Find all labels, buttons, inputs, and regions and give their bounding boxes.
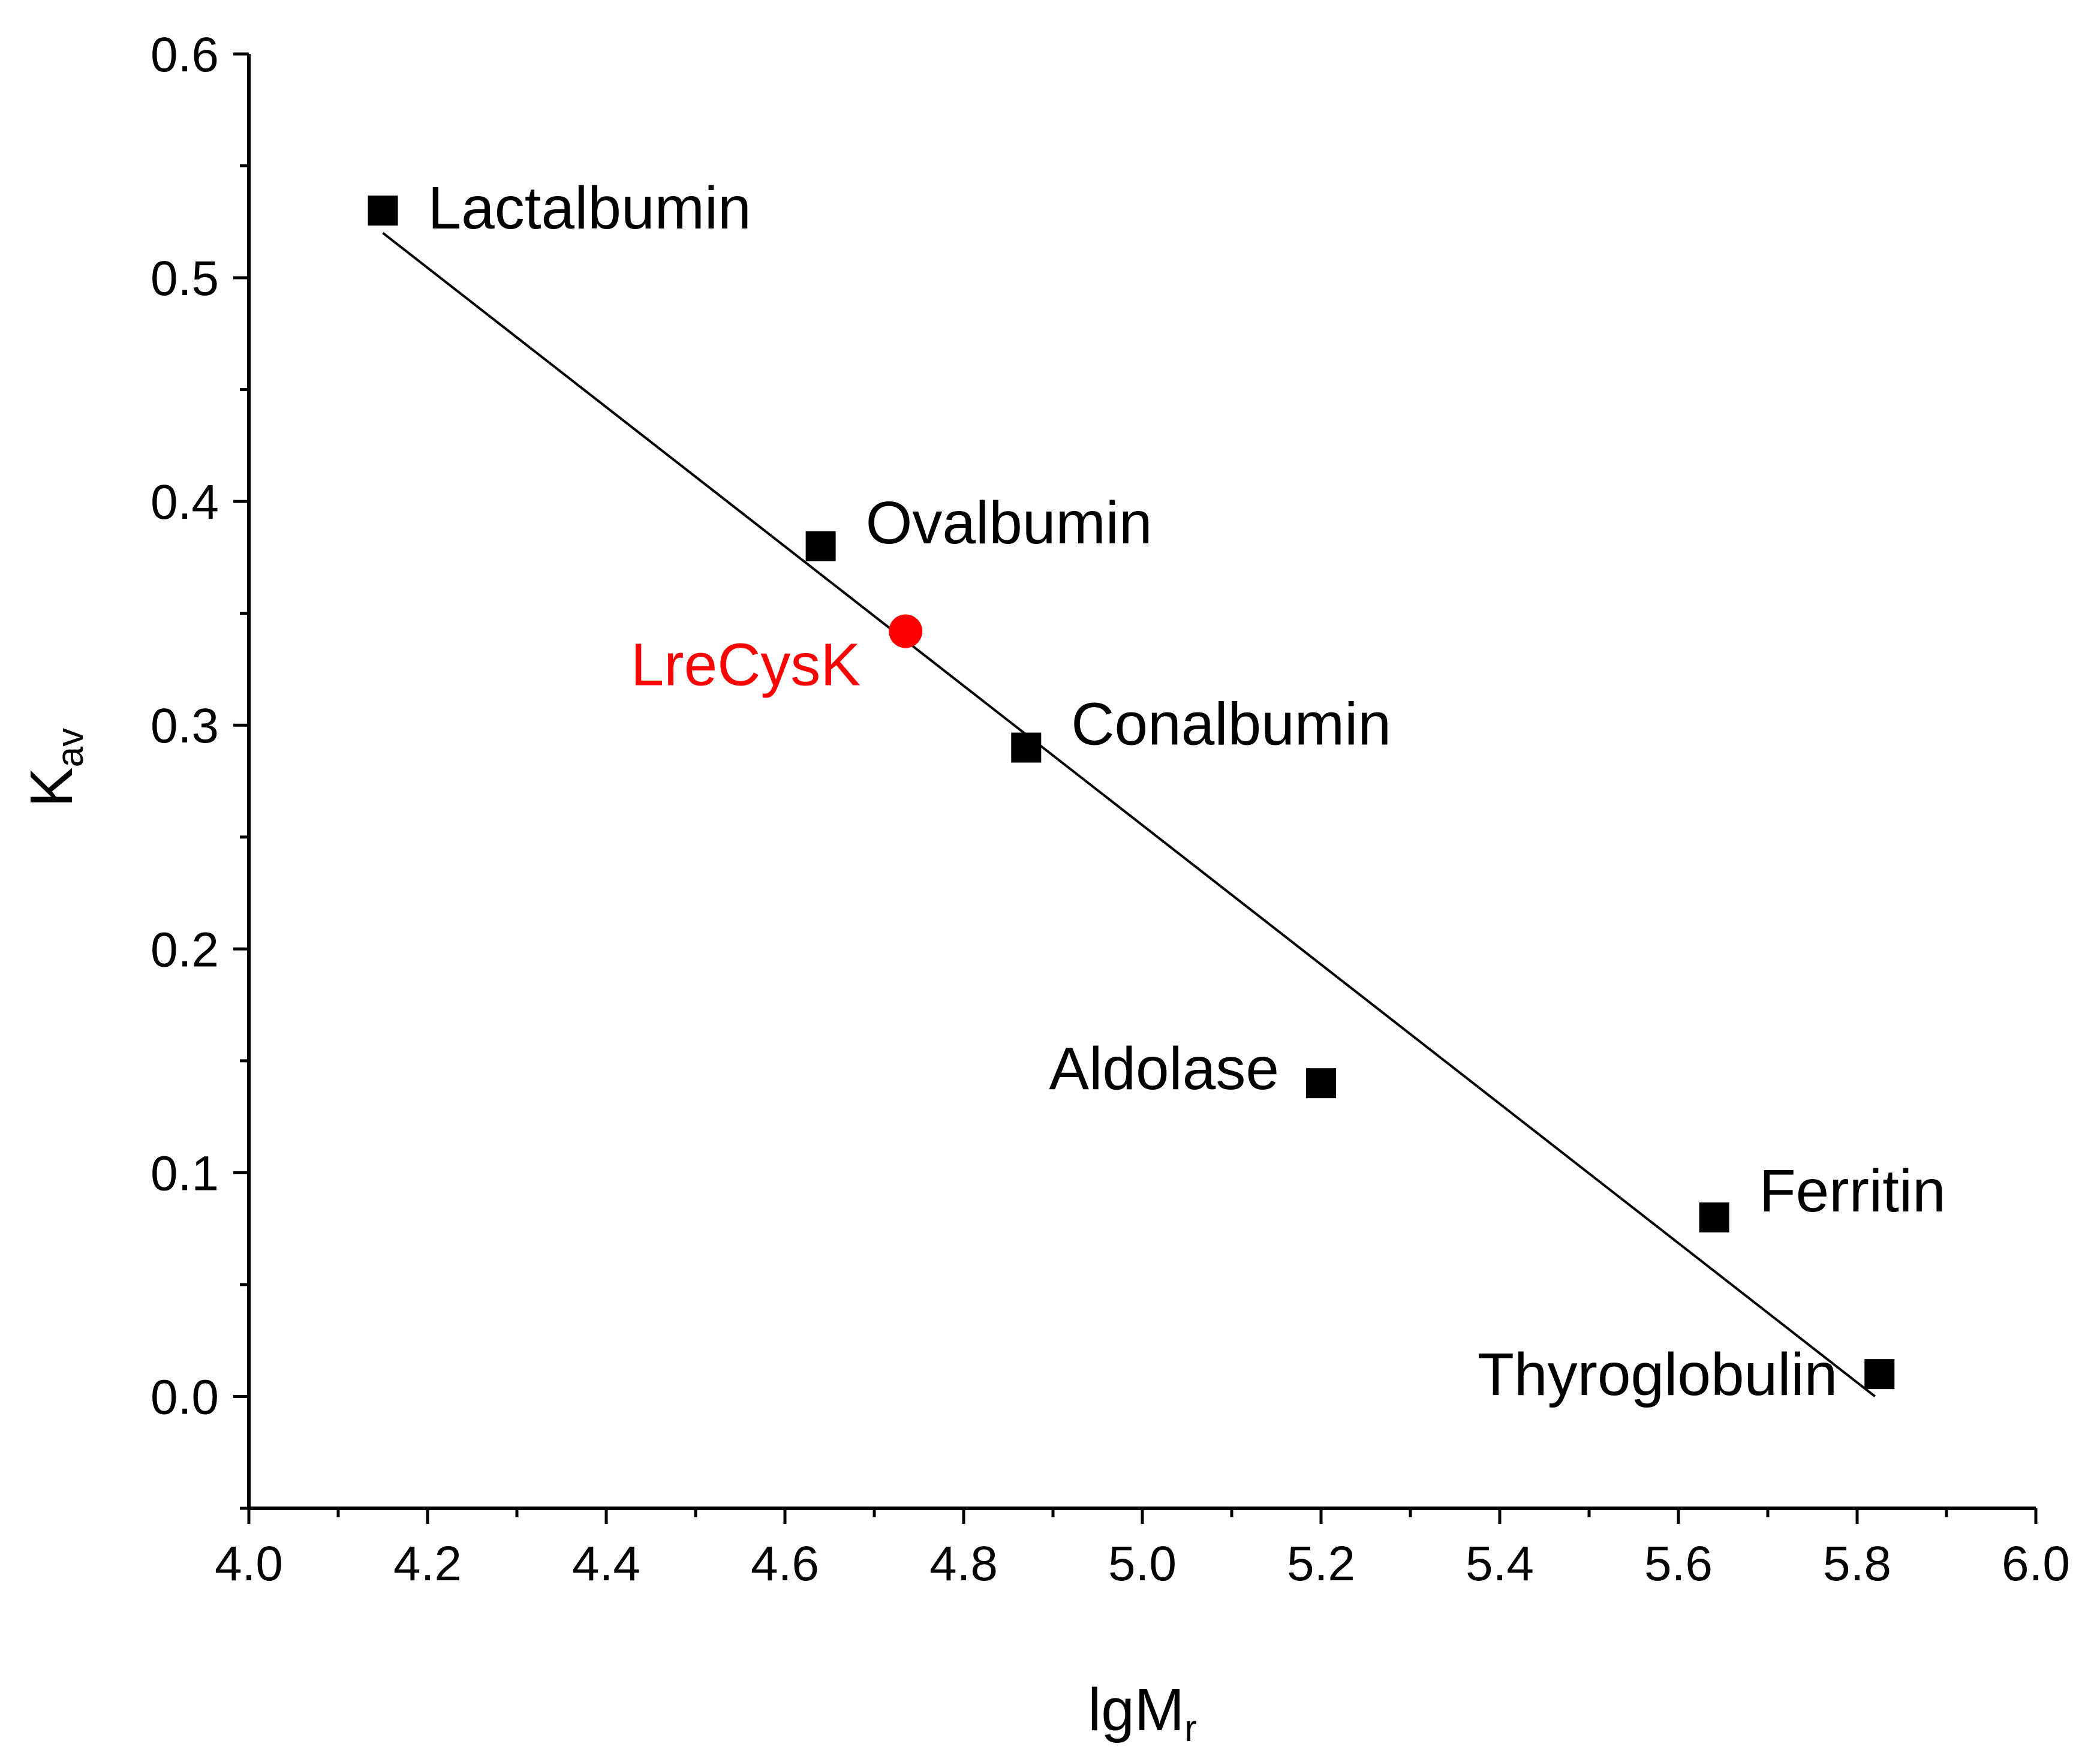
linear-fit-line — [382, 231, 1876, 1398]
y-tick-label: 0.3 — [151, 699, 219, 753]
y-tick-label: 0.4 — [151, 475, 219, 530]
standard-point-marker — [1699, 1202, 1729, 1232]
x-tick-label: 4.4 — [572, 1536, 640, 1591]
standard-point-marker — [1306, 1068, 1336, 1099]
sample-point-marker — [889, 614, 923, 648]
y-axis-title: Kav — [18, 728, 91, 807]
ticks: 4.0 4.2 4.4 4.6 4.8 5.0 5.2 5.4 5.6 5.8 6.0 0.0 0.1 0… — [151, 28, 2070, 1591]
x-tick-label: 5.2 — [1287, 1536, 1355, 1591]
x-tick-label: 4.0 — [215, 1536, 283, 1591]
y-tick-label: 0.6 — [151, 28, 219, 82]
standard-point-label: Ovalbumin — [866, 489, 1153, 557]
x-tick-label: 5.8 — [1823, 1536, 1891, 1591]
x-tick-label: 4.8 — [929, 1536, 998, 1591]
x-tick-label: 5.4 — [1466, 1536, 1534, 1591]
standard-point-label: Aldolase — [1049, 1035, 1279, 1102]
standard-point-label: Conalbumin — [1071, 691, 1391, 758]
fit-line-group — [382, 231, 1876, 1398]
standard-point-label: Ferritin — [1759, 1157, 1946, 1225]
sample-point-label: LreCysK — [631, 632, 861, 699]
y-tick-label: 0.0 — [151, 1370, 219, 1424]
y-tick-label: 0.2 — [151, 922, 219, 977]
x-tick-label: 6.0 — [2002, 1536, 2070, 1591]
x-tick-label: 5.6 — [1644, 1536, 1713, 1591]
y-tick-label: 0.1 — [151, 1146, 219, 1201]
axes — [247, 54, 2036, 1510]
x-tick-label: 4.6 — [751, 1536, 819, 1591]
data-point-labels: Lactalbumin Ovalbumin Conalbumin Aldolase Fe… — [428, 175, 1946, 1408]
data-points — [368, 196, 1895, 1390]
y-tick-label: 0.5 — [151, 251, 219, 306]
x-tick-label: 5.0 — [1108, 1536, 1177, 1591]
x-tick-label: 4.2 — [393, 1536, 462, 1591]
standard-point-marker — [805, 531, 836, 561]
standard-point-marker — [368, 196, 398, 226]
standard-point-label: Thyroglobulin — [1478, 1341, 1837, 1408]
x-axis-title: lgMr — [1088, 1676, 1197, 1747]
standard-point-marker — [1864, 1359, 1895, 1390]
standard-point-marker — [1011, 732, 1042, 763]
standard-point-label: Lactalbumin — [428, 175, 751, 242]
